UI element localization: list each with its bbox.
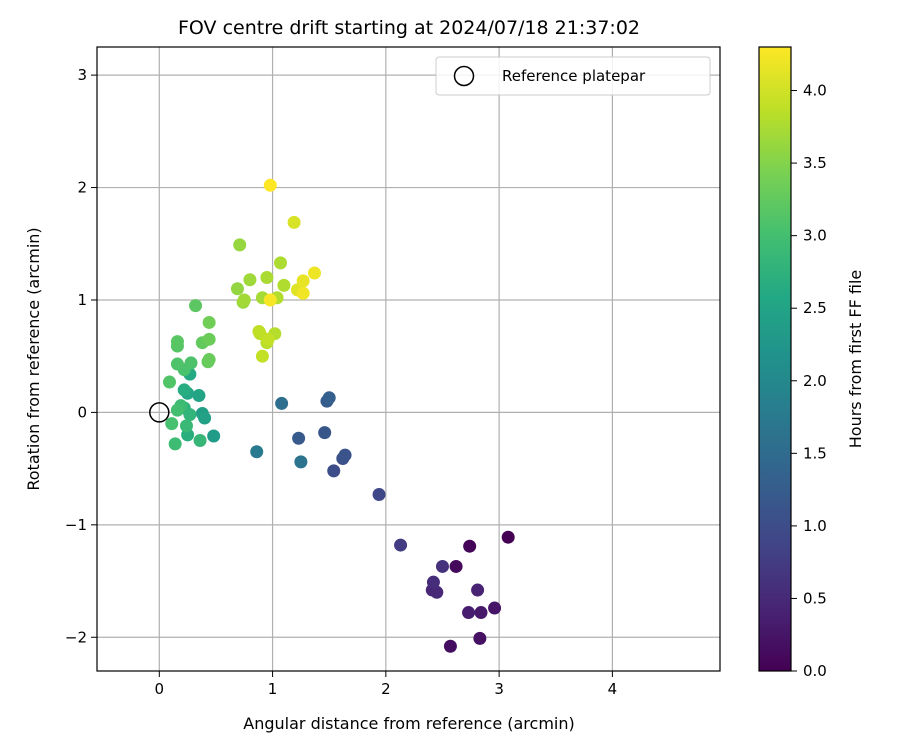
data-point	[230, 282, 244, 296]
data-point	[294, 455, 308, 469]
y-axis-label: Rotation from reference (arcmin)	[24, 227, 43, 490]
colorbar-tick-label: 0.0	[803, 662, 827, 680]
data-point	[274, 256, 288, 270]
data-point	[202, 353, 216, 367]
x-tick-label: 0	[155, 680, 165, 698]
data-point	[255, 349, 269, 363]
legend: Reference platepar	[435, 56, 711, 96]
x-tick-label: 4	[608, 680, 618, 698]
data-point	[170, 357, 184, 371]
x-tick-label: 3	[494, 680, 504, 698]
x-tick-label: 1	[268, 680, 278, 698]
colorbar: 0.0 0.5 1.0 1.5 2.0 2.5 3.0 3.5 4.0 Hours from f…	[758, 46, 865, 680]
data-point	[263, 178, 277, 192]
colorbar-tick-label: 3.5	[803, 154, 827, 172]
legend-entry: Reference platepar	[502, 67, 646, 85]
data-point	[327, 464, 341, 478]
y-tick-label: −2	[65, 628, 87, 646]
data-point	[237, 293, 251, 307]
data-point	[250, 445, 264, 459]
data-point	[193, 434, 207, 448]
data-point	[443, 639, 457, 653]
x-axis-label: Angular distance from reference (arcmin)	[243, 714, 574, 733]
plot-frame	[96, 46, 721, 672]
chart-title: FOV centre drift starting at 2024/07/18 …	[178, 17, 640, 39]
y-axis-ticks: −2 −1 0 1 2 3	[65, 66, 97, 646]
data-point	[202, 315, 216, 329]
data-point	[165, 417, 179, 431]
colorbar-tick-label: 3.0	[803, 227, 827, 245]
data-point	[287, 215, 301, 229]
grid-lines	[97, 47, 720, 671]
reference-platepar-marker	[149, 402, 170, 423]
data-point	[296, 286, 310, 300]
data-point	[463, 539, 477, 553]
data-point	[394, 538, 408, 552]
data-point	[488, 601, 502, 615]
data-point	[243, 273, 257, 287]
data-point	[318, 426, 332, 440]
y-tick-label: 2	[77, 179, 87, 197]
data-point	[261, 332, 275, 346]
colorbar-tick-label: 4.0	[803, 82, 827, 100]
data-point	[260, 270, 274, 284]
data-point	[449, 559, 463, 573]
colorbar-tick-label: 2.5	[803, 299, 827, 317]
colorbar-frame	[758, 46, 792, 672]
x-axis-ticks: 0 1 2 3 4	[155, 671, 618, 698]
data-point	[277, 278, 291, 292]
data-point	[177, 383, 191, 397]
colorbar-tick-label: 0.5	[803, 589, 827, 607]
y-tick-label: −1	[65, 516, 87, 534]
data-point	[501, 530, 515, 544]
data-point	[184, 356, 198, 370]
data-point	[170, 403, 184, 417]
data-point	[426, 575, 440, 589]
data-point	[338, 448, 352, 462]
y-tick-label: 0	[77, 403, 87, 421]
y-tick-label: 3	[77, 66, 87, 84]
data-point	[435, 559, 449, 573]
data-point	[473, 631, 487, 645]
data-point	[462, 606, 476, 620]
data-point	[474, 606, 488, 620]
data-point	[170, 335, 184, 349]
data-point	[189, 299, 203, 313]
data-point	[275, 396, 289, 410]
data-point	[207, 429, 221, 443]
y-tick-label: 1	[77, 291, 87, 309]
legend-marker	[453, 65, 475, 87]
legend-box	[435, 56, 711, 96]
data-point	[263, 293, 277, 307]
colorbar-ticks: 0.0 0.5 1.0 1.5 2.0 2.5 3.0 3.5 4.0	[791, 82, 827, 680]
data-point	[430, 585, 444, 599]
data-point	[252, 324, 266, 338]
data-point	[183, 408, 197, 422]
x-tick-label: 2	[381, 680, 391, 698]
data-points	[162, 178, 515, 653]
data-point	[322, 391, 336, 405]
colorbar-label: Hours from first FF file	[846, 270, 865, 449]
colorbar-tick-label: 1.5	[803, 444, 827, 462]
data-point	[162, 375, 176, 389]
data-point	[202, 332, 216, 346]
data-point	[307, 266, 321, 280]
data-point	[179, 419, 193, 433]
data-point	[192, 389, 206, 403]
colorbar-tick-label: 2.0	[803, 372, 827, 390]
colorbar-gradient	[759, 47, 791, 671]
data-point	[168, 437, 182, 451]
data-point	[233, 238, 247, 252]
data-point	[372, 487, 386, 501]
colorbar-tick-label: 1.0	[803, 517, 827, 535]
data-point	[292, 431, 306, 445]
data-point	[198, 411, 212, 425]
data-point	[296, 274, 310, 288]
data-point	[471, 583, 485, 597]
